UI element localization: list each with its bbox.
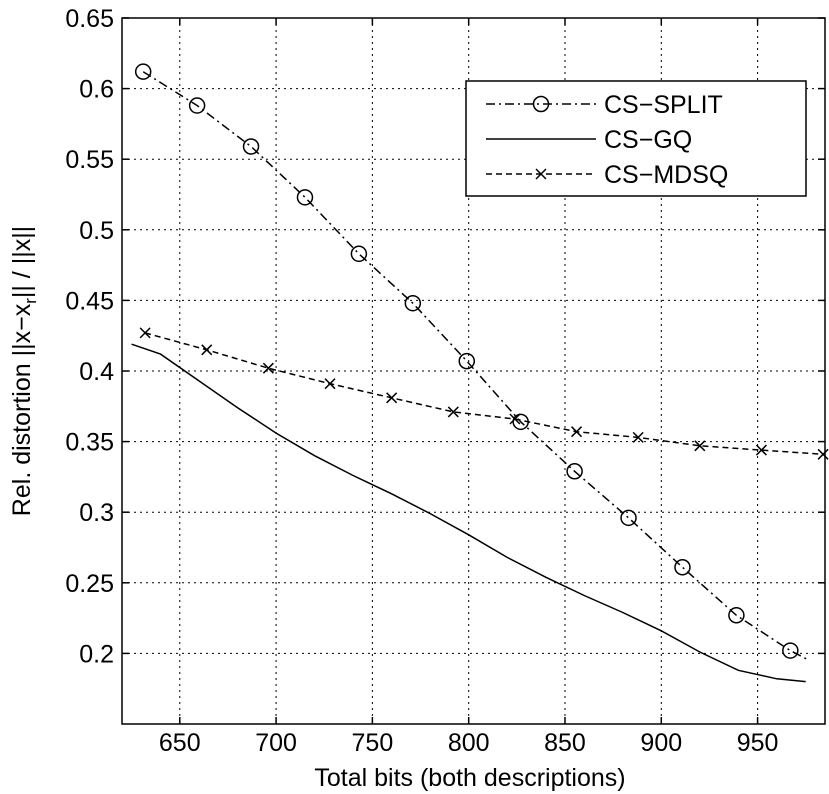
y-tick-label: 0.5 [79, 217, 114, 245]
data-point-cs-mdsq [755, 444, 767, 456]
data-point-cs-mdsq-stroke [817, 448, 829, 460]
data-point-cs-split [404, 294, 422, 312]
x-tick-label: 650 [159, 729, 201, 757]
data-point-cs-mdsq [817, 448, 829, 460]
x-tick-label: 750 [352, 729, 394, 757]
data-point-cs-mdsq [386, 392, 398, 404]
data-point-cs-split [188, 97, 206, 114]
legend-marker-cs-split [532, 95, 550, 113]
y-tick-label: 0.45 [65, 287, 114, 315]
data-point-cs-mdsq-stroke [509, 413, 521, 425]
data-point-cs-mdsq-stroke [755, 444, 767, 456]
data-point-cs-mdsq [139, 327, 151, 339]
data-point-cs-split [296, 189, 314, 206]
x-tick-label: 900 [640, 729, 682, 757]
series-line-cs-split [142, 71, 810, 662]
series-line-cs-gq [131, 343, 806, 683]
data-point-cs-mdsq [571, 426, 583, 438]
y-tick-label: 0.6 [79, 76, 114, 104]
legend: CS−SPLIT CS−GQ CS−MDSQ [465, 80, 807, 197]
y-axis-label-main: Rel. distortion ||x−x [8, 303, 36, 516]
data-point-cs-mdsq-stroke [386, 392, 398, 404]
data-point-cs-mdsq [201, 344, 213, 356]
y-axis-label-subscript: r [21, 298, 40, 304]
legend-label-cs-gq: CS−GQ [604, 126, 692, 154]
data-point-cs-mdsq-stroke [571, 426, 583, 438]
data-point-cs-mdsq [447, 406, 459, 418]
data-point-cs-mdsq [324, 378, 336, 390]
data-point-cs-split [674, 559, 691, 576]
data-point-cs-split [242, 138, 260, 155]
legend-marker-cs-mdsq-stroke [535, 168, 547, 180]
x-tick-label: 700 [255, 729, 297, 757]
data-point-cs-split [782, 642, 799, 659]
data-point-cs-mdsq [509, 413, 521, 425]
y-tick-label: 0.55 [65, 146, 114, 174]
legend-marker-cs-mdsq [535, 168, 547, 180]
series-cs-split [134, 63, 810, 662]
data-point-cs-mdsq-stroke [694, 440, 706, 452]
y-tick-label: 0.4 [79, 358, 114, 386]
legend-label-cs-split: CS−SPLIT [604, 91, 723, 119]
y-tick-label: 0.25 [65, 570, 114, 598]
data-point-cs-split [350, 245, 368, 263]
y-axis-label: Rel. distortion ||x−xr|| / ||x|| [8, 226, 40, 516]
data-point-cs-mdsq [632, 431, 644, 443]
legend-label-cs-mdsq: CS−MDSQ [604, 161, 728, 189]
series-cs-mdsq [139, 327, 829, 460]
series-cs-gq [131, 343, 806, 683]
data-point-cs-split [728, 607, 745, 624]
y-tick-label: 0.2 [79, 640, 114, 668]
data-point-cs-mdsq [694, 440, 706, 452]
data-point-cs-mdsq-stroke [632, 431, 644, 443]
y-tick-label: 0.65 [65, 5, 114, 33]
data-point-cs-mdsq [262, 362, 274, 374]
data-point-cs-split [458, 352, 476, 370]
data-point-cs-split [566, 463, 583, 480]
y-axis-label-tail: || / ||x|| [8, 226, 36, 298]
y-tick-label: 0.35 [65, 429, 114, 457]
data-point-cs-mdsq-stroke [139, 327, 151, 339]
series-line-cs-mdsq [144, 332, 824, 456]
data-point-cs-mdsq-stroke [447, 406, 459, 418]
x-tick-label: 850 [544, 729, 586, 757]
data-point-cs-mdsq-stroke [324, 378, 336, 390]
data-point-cs-mdsq-stroke [201, 344, 213, 356]
axis-ticks: 650 700 750 800 850 900 950 0.2 0.25 0.3 0.35 0.4 0.… [65, 5, 825, 757]
x-axis-label: Total bits (both descriptions) [314, 764, 625, 792]
data-point-cs-split [134, 63, 152, 80]
data-point-cs-mdsq-stroke [262, 362, 274, 374]
y-tick-label: 0.3 [79, 499, 114, 527]
data-point-cs-split [620, 509, 637, 527]
grid [122, 18, 825, 724]
x-tick-label: 950 [737, 729, 779, 757]
x-tick-label: 800 [448, 729, 490, 757]
series-layer [131, 63, 829, 683]
